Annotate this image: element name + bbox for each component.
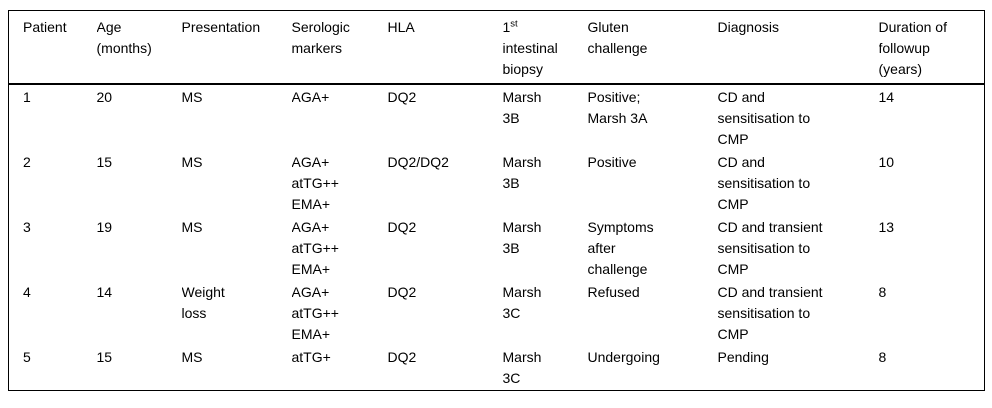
cell-presentation: MS — [181, 88, 203, 105]
cell-biopsy: Marsh 3B — [502, 218, 542, 256]
header-age: Age (months) — [96, 10, 182, 85]
cell-patient-id: 2 — [23, 153, 31, 170]
cell-age: 15 — [96, 348, 113, 365]
cell-presentation: MS — [181, 153, 203, 170]
cell-biopsy: Marsh 3C — [502, 283, 542, 321]
table-row-patient-3: 3 19 MS AGA+ atTG++ EMA+ DQ2 Marsh 3B Sy… — [9, 215, 985, 280]
cell-age: 20 — [96, 88, 113, 105]
cell-diagnosis: Pending — [717, 348, 769, 365]
cell-hla: DQ2 — [387, 218, 417, 235]
cell-diagnosis: CD and transient sensitisation to CMP — [717, 283, 823, 342]
cell-duration: 8 — [878, 348, 887, 365]
patient-table-container: Patient Age (months) Presentation Serolo… — [8, 10, 985, 391]
cell-hla: DQ2 — [387, 283, 417, 300]
table-row-patient-4: 4 14 Weight loss AGA+ atTG++ EMA+ DQ2 Ma… — [9, 280, 985, 345]
patient-characteristics-table: Patient Age (months) Presentation Serolo… — [8, 10, 985, 391]
header-first-intestinal-biopsy: 1st intestinal biopsy — [502, 10, 588, 85]
cell-serologic-markers: atTG+ — [291, 348, 331, 365]
cell-serologic-markers: AGA+ atTG++ EMA+ — [291, 218, 339, 277]
cell-duration: 8 — [878, 283, 887, 300]
cell-hla: DQ2 — [387, 88, 417, 105]
header-gluten-challenge: Gluten challenge — [587, 10, 718, 85]
cell-diagnosis: CD and sensitisation to CMP — [717, 153, 811, 212]
cell-age: 19 — [96, 218, 113, 235]
cell-serologic-markers: AGA+ — [291, 88, 330, 105]
cell-age: 15 — [96, 153, 113, 170]
header-presentation: Presentation — [181, 10, 292, 85]
table-body: 1 20 MS AGA+ DQ2 Marsh 3B Positive; Mars… — [9, 84, 985, 391]
cell-diagnosis: CD and transient sensitisation to CMP — [717, 218, 823, 277]
cell-duration: 14 — [878, 88, 895, 105]
cell-patient-id: 5 — [23, 348, 31, 365]
cell-presentation: MS — [181, 218, 203, 235]
header-diagnosis: Diagnosis — [717, 10, 879, 85]
cell-patient-id: 3 — [23, 218, 31, 235]
cell-duration: 10 — [878, 153, 895, 170]
header-biopsy-rest: intestinal biopsy — [502, 40, 558, 77]
header-row: Patient Age (months) Presentation Serolo… — [8, 10, 985, 85]
cell-gluten-challenge: Refused — [587, 283, 640, 300]
cell-age: 14 — [96, 283, 113, 300]
header-patient: Patient — [8, 10, 97, 85]
table-row-patient-5: 5 15 MS atTG+ DQ2 Marsh 3C Undergoing Pe… — [9, 345, 985, 391]
cell-hla: DQ2 — [387, 348, 417, 365]
cell-gluten-challenge: Symptoms after challenge — [587, 218, 654, 277]
table-row-patient-2: 2 15 MS AGA+ atTG++ EMA+ DQ2/DQ2 Marsh 3… — [9, 150, 985, 215]
table-header: Patient Age (months) Presentation Serolo… — [8, 10, 985, 85]
cell-presentation: MS — [181, 348, 203, 365]
cell-patient-id: 1 — [23, 88, 31, 105]
cell-duration: 13 — [878, 218, 895, 235]
cell-serologic-markers: AGA+ atTG++ EMA+ — [291, 283, 339, 342]
cell-diagnosis: CD and sensitisation to CMP — [717, 88, 811, 147]
table-row-patient-1: 1 20 MS AGA+ DQ2 Marsh 3B Positive; Mars… — [9, 84, 985, 150]
header-duration-followup: Duration of followup (years) — [878, 10, 985, 85]
header-hla: HLA — [387, 10, 503, 85]
cell-hla: DQ2/DQ2 — [387, 153, 449, 170]
cell-biopsy: Marsh 3C — [502, 348, 542, 386]
cell-biopsy: Marsh 3B — [502, 88, 542, 126]
cell-patient-id: 4 — [23, 283, 31, 300]
cell-gluten-challenge: Positive — [587, 153, 637, 170]
cell-presentation: Weight loss — [181, 283, 225, 321]
cell-biopsy: Marsh 3B — [502, 153, 542, 191]
header-biopsy-number: 1 — [502, 19, 511, 35]
cell-serologic-markers: AGA+ atTG++ EMA+ — [291, 153, 339, 212]
header-serologic-markers: Serologic markers — [291, 10, 388, 85]
cell-gluten-challenge: Positive; Marsh 3A — [587, 88, 648, 126]
header-biopsy-ordinal-suffix: st — [510, 18, 518, 30]
cell-gluten-challenge: Undergoing — [587, 348, 660, 365]
